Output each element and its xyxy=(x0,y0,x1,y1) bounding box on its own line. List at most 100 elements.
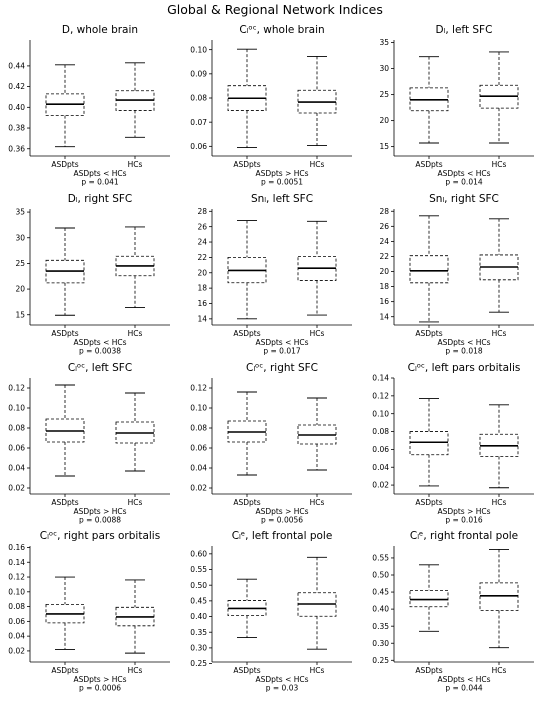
chart-panel-5: Snₗ, left SFC 14 16 18 20 22 24 26 28 ASDpts HCsAS… xyxy=(197,193,352,356)
box-ASDpts xyxy=(409,56,449,144)
box-ASDpts xyxy=(45,227,85,316)
y-tick-label: 30 xyxy=(379,64,389,73)
y-tick-label: 0.42 xyxy=(8,82,25,91)
box-ASDpts xyxy=(409,564,449,632)
chart-panel-8: Cₗᵒᶜ, right SFC 0.02 0.04 0.06 0.08 0.10 0.12 A… xyxy=(190,362,352,525)
y-tick-label: 0.16 xyxy=(8,543,25,552)
panel-title: Dₗ, left SFC xyxy=(436,24,493,36)
box-HCs xyxy=(297,556,337,650)
y-tick-label: 0.02 xyxy=(190,484,207,493)
x-tick-label: ASDpts xyxy=(233,160,260,169)
x-tick-label: ASDpts xyxy=(51,329,78,338)
y-tick-label: 0.50 xyxy=(190,581,207,590)
y-tick-label: 0.45 xyxy=(190,596,207,605)
y-tick-label: 28 xyxy=(379,207,389,216)
box-ASDpts xyxy=(227,48,267,148)
p-value-label: p = 0.0088 xyxy=(79,516,121,525)
y-tick-label: 0.12 xyxy=(8,384,25,393)
y-tick-label: 24 xyxy=(197,238,207,247)
y-tick-label: 0.35 xyxy=(372,622,389,631)
y-tick-label: 0.08 xyxy=(372,427,389,436)
box-HCs xyxy=(479,404,519,489)
panel-title: Cₗᵒᶜ, right SFC xyxy=(246,362,318,374)
comparison-label: ASDpts < HCs xyxy=(73,169,126,178)
x-tick-label: HCs xyxy=(128,160,143,169)
x-tick-label: ASDpts xyxy=(415,666,442,675)
y-tick-label: 0.06 xyxy=(372,445,389,454)
y-tick-label: 0.25 xyxy=(372,656,389,665)
box-ASDpts xyxy=(45,576,85,650)
panel-title: Cₗᵒᶜ, left SFC xyxy=(68,362,132,374)
y-tick-label: 0.40 xyxy=(372,605,389,614)
figure-title: Global & Regional Network Indices xyxy=(167,2,383,17)
x-tick-label: ASDpts xyxy=(415,160,442,169)
x-tick-label: HCs xyxy=(128,666,143,675)
y-tick-label: 0.38 xyxy=(8,124,25,133)
x-tick-label: HCs xyxy=(492,329,507,338)
box-HCs xyxy=(479,218,519,313)
y-tick-label: 0.09 xyxy=(190,69,207,78)
panel-title: Cₗᵒᶜ, whole brain xyxy=(239,24,324,36)
comparison-label: ASDpts > HCs xyxy=(73,507,126,516)
y-tick-label: 22 xyxy=(379,252,389,261)
y-tick-label: 30 xyxy=(15,233,25,242)
y-tick-label: 20 xyxy=(197,268,207,277)
box-ASDpts xyxy=(227,578,267,638)
comparison-label: ASDpts > HCs xyxy=(255,169,308,178)
x-tick-label: HCs xyxy=(128,498,143,507)
x-tick-label: ASDpts xyxy=(233,329,260,338)
y-tick-label: 16 xyxy=(379,297,389,306)
y-tick-label: 14 xyxy=(197,314,207,323)
chart-panel-7: Cₗᵒᶜ, left SFC 0.02 0.04 0.06 0.08 0.10 0.12 AS… xyxy=(8,362,170,525)
y-tick-label: 16 xyxy=(197,299,207,308)
panel-title: Cₗᵒᶜ, left pars orbitalis xyxy=(408,362,521,374)
y-tick-label: 0.35 xyxy=(190,628,207,637)
y-tick-label: 24 xyxy=(379,237,389,246)
y-tick-label: 25 xyxy=(15,259,25,268)
y-tick-label: 0.40 xyxy=(190,612,207,621)
box-HCs xyxy=(115,579,155,654)
box-HCs xyxy=(115,392,155,472)
box-ASDpts xyxy=(227,220,267,320)
box-ASDpts xyxy=(227,391,267,476)
p-value-label: p = 0.018 xyxy=(445,347,483,356)
comparison-label: ASDpts < HCs xyxy=(437,338,490,347)
box-HCs xyxy=(297,220,337,316)
box-HCs xyxy=(479,548,519,649)
y-tick-label: 0.10 xyxy=(372,409,389,418)
y-tick-label: 0.02 xyxy=(8,484,25,493)
y-tick-label: 26 xyxy=(197,222,207,231)
y-tick-label: 0.14 xyxy=(8,558,25,567)
y-tick-label: 0.04 xyxy=(8,632,25,641)
y-tick-label: 0.04 xyxy=(8,464,25,473)
x-tick-label: ASDpts xyxy=(51,498,78,507)
x-tick-label: HCs xyxy=(492,498,507,507)
p-value-label: p = 0.0038 xyxy=(79,347,121,356)
p-value-label: p = 0.03 xyxy=(266,684,299,693)
y-tick-label: 0.04 xyxy=(372,463,389,472)
y-tick-label: 18 xyxy=(379,282,389,291)
comparison-label: ASDpts < HCs xyxy=(255,338,308,347)
y-tick-label: 26 xyxy=(379,222,389,231)
y-tick-label: 0.12 xyxy=(372,391,389,400)
y-tick-label: 25 xyxy=(379,90,389,99)
chart-panel-6: Snₗ, right SFC 14 16 18 20 22 24 26 28 ASDpts HCsA… xyxy=(379,193,534,356)
x-tick-label: HCs xyxy=(492,666,507,675)
y-tick-label: 0.12 xyxy=(190,384,207,393)
y-tick-label: 0.04 xyxy=(190,464,207,473)
p-value-label: p = 0.014 xyxy=(445,178,483,187)
chart-panel-11: Cₗᵉ, left frontal pole 0.25 0.30 0.35 0.40 0.… xyxy=(190,530,352,693)
chart-panel-2: Cₗᵒᶜ, whole brain 0.06 0.07 0.08 0.09 0.10 ASD… xyxy=(190,24,352,187)
y-tick-label: 28 xyxy=(197,207,207,216)
y-tick-label: 20 xyxy=(379,116,389,125)
panel-title: Snₗ, left SFC xyxy=(251,193,313,205)
box-HCs xyxy=(115,226,155,308)
iqr-box xyxy=(479,582,519,611)
y-tick-label: 0.07 xyxy=(190,118,207,127)
y-tick-label: 0.02 xyxy=(8,647,25,656)
y-tick-label: 0.30 xyxy=(190,643,207,652)
y-tick-label: 18 xyxy=(197,284,207,293)
y-tick-label: 20 xyxy=(379,267,389,276)
